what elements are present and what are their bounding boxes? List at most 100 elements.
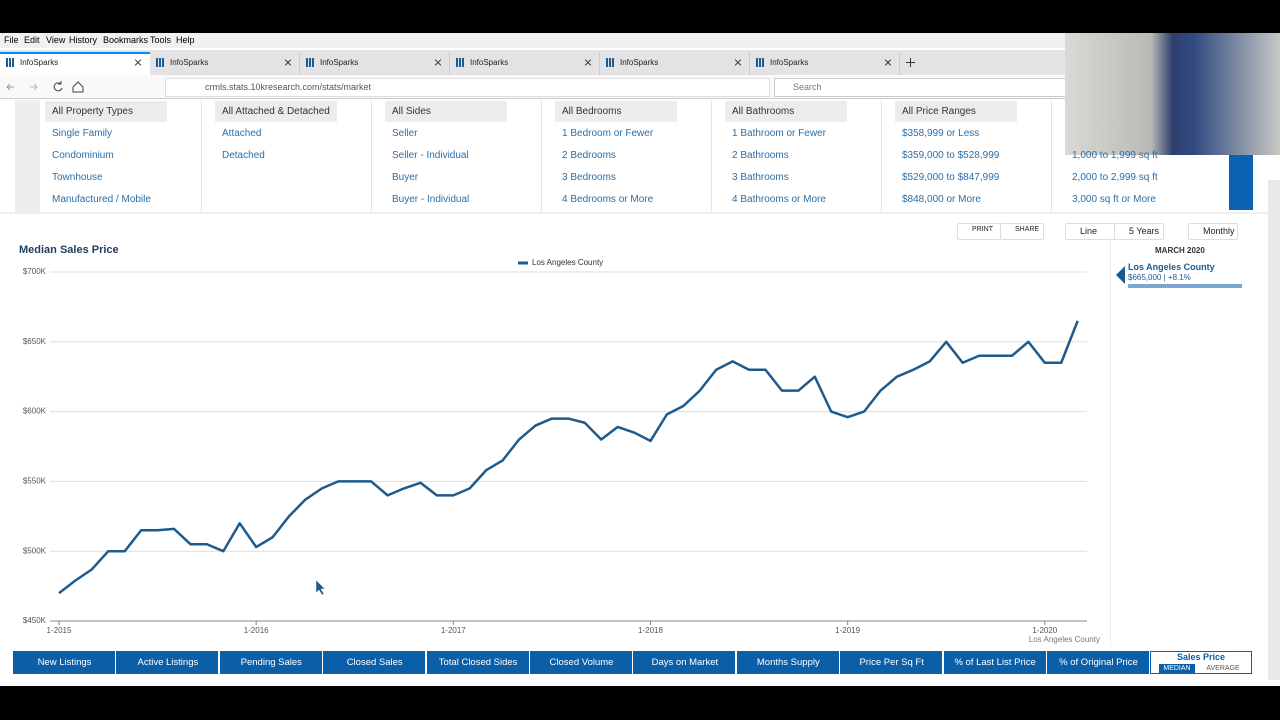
tab[interactable] (0, 52, 150, 75)
filter-option[interactable]: Single Family (52, 128, 113, 139)
filter-option[interactable]: 3,000 sq ft or More (1072, 194, 1156, 205)
detail-name: Los Angeles County (1128, 262, 1215, 272)
metric-tab-label[interactable]: % of Last List Price (954, 657, 1036, 668)
filter-option[interactable]: 2 Bedrooms (562, 150, 616, 161)
filter-option[interactable]: 4 Bedrooms or More (562, 194, 654, 205)
filter-option[interactable]: 3 Bedrooms (562, 172, 616, 183)
metric-tab[interactable] (116, 651, 220, 674)
metric-tab[interactable] (943, 651, 1047, 674)
metric-tab-label[interactable]: Closed Sales (346, 657, 403, 668)
tab[interactable] (600, 52, 750, 75)
filter-option[interactable]: 3 Bathrooms (732, 172, 789, 183)
nav-icons (6, 81, 84, 93)
range-dropdown-box[interactable] (1114, 223, 1164, 240)
filter-option[interactable]: Seller (392, 128, 418, 139)
option-average[interactable]: AVERAGE (1206, 665, 1240, 672)
metric-tab[interactable] (426, 651, 530, 674)
menu-item[interactable]: Help (176, 35, 195, 45)
menu-item[interactable]: Edit (24, 35, 40, 45)
search-placeholder[interactable]: Search (793, 82, 822, 92)
menu-item[interactable]: Bookmarks (103, 35, 149, 45)
metric-tab-label[interactable]: Months Supply (756, 657, 820, 668)
url-text[interactable]: crmls.stats.10kresearch.com/stats/market (205, 82, 372, 92)
interval-dropdown[interactable]: Monthly (1203, 226, 1235, 236)
url-field[interactable] (165, 78, 770, 97)
range-dropdown[interactable]: 5 Years (1129, 226, 1160, 236)
filter-option[interactable]: $359,000 to $528,999 (902, 150, 1000, 161)
tab[interactable] (300, 52, 450, 75)
metric-tab-label[interactable]: Closed Volume (549, 657, 614, 668)
metric-tab-label[interactable]: Total Closed Sides (438, 657, 518, 668)
filter-option[interactable]: 1 Bedroom or Fewer (562, 128, 654, 139)
filter-header[interactable]: All Attached & Detached (222, 106, 330, 117)
filter-option[interactable]: $529,000 to $847,999 (902, 172, 1000, 183)
x-axis-note: Los Angeles County (1029, 635, 1100, 644)
tab-title: InfoSparks (770, 58, 809, 67)
tab[interactable] (450, 52, 600, 75)
filter-divider (201, 100, 202, 212)
metric-tab[interactable] (633, 651, 737, 674)
filter-option[interactable]: Detached (222, 150, 265, 161)
metric-tab-label[interactable]: % of Original Price (1059, 657, 1138, 668)
filter-option[interactable]: Buyer (392, 172, 419, 183)
share-button-box[interactable] (1000, 223, 1044, 240)
scrollbar (1268, 180, 1280, 680)
detail-marker (1116, 266, 1125, 284)
filter-right-block (1229, 155, 1253, 210)
filter-option[interactable]: 1,000 to 1,999 sq ft (1072, 150, 1158, 161)
filter-option[interactable]: Condominium (52, 150, 114, 161)
webcam-overlay (1065, 33, 1280, 155)
metric-tab[interactable] (1047, 651, 1150, 674)
filter-option[interactable]: 4 Bathrooms or More (732, 194, 826, 205)
metric-tab-label[interactable]: New Listings (37, 657, 92, 668)
tab-icon (6, 58, 14, 67)
filter-option[interactable]: $358,999 or Less (902, 128, 980, 139)
metric-tab[interactable] (13, 651, 116, 674)
x-tick-label: 1-2019 (835, 626, 860, 635)
y-tick-label: $600K (23, 407, 47, 416)
chart-type-dropdown[interactable]: Line (1080, 226, 1098, 236)
menu-item[interactable]: View (46, 35, 66, 45)
filter-option[interactable]: Attached (222, 128, 262, 139)
chart: Median Sales Price $450K $500K $550K $600K $6… (19, 244, 1100, 644)
metric-tab-label[interactable]: Days on Market (651, 657, 719, 668)
filter-option[interactable]: Townhouse (52, 172, 103, 183)
menu-item[interactable]: History (69, 35, 98, 45)
tab[interactable] (750, 52, 900, 75)
interval-dropdown-box[interactable] (1188, 223, 1238, 240)
filter-divider (881, 100, 882, 212)
cursor (315, 579, 326, 596)
metric-tab[interactable] (840, 651, 944, 674)
filter-option[interactable]: 1 Bathroom or Fewer (732, 128, 826, 139)
share-button[interactable]: SHARE (1015, 226, 1040, 233)
filter-header[interactable]: All Bathrooms (732, 106, 795, 117)
forward-icon[interactable] (30, 83, 38, 91)
metric-tab-label[interactable]: Active Listings (137, 657, 199, 668)
metric-tab[interactable] (530, 651, 633, 674)
filter-option[interactable]: Seller - Individual (392, 150, 469, 161)
filter-option[interactable]: Buyer - Individual (392, 194, 470, 205)
home-icon[interactable] (72, 81, 84, 93)
reload-icon[interactable] (53, 81, 63, 92)
menu-item[interactable]: File (4, 35, 19, 45)
filter-header[interactable]: All Bedrooms (562, 106, 622, 117)
metric-tab[interactable] (323, 651, 427, 674)
y-tick-label: $450K (23, 616, 47, 625)
filter-option[interactable]: $848,000 or More (902, 194, 981, 205)
new-tab[interactable] (910, 58, 911, 67)
filter-header[interactable]: All Sides (392, 106, 431, 117)
print-button[interactable]: PRINT (972, 226, 993, 233)
tab[interactable] (150, 52, 300, 75)
menu-item[interactable]: Tools (150, 35, 172, 45)
filter-option[interactable]: 2 Bathrooms (732, 150, 789, 161)
metric-tab[interactable] (736, 651, 840, 674)
filter-option[interactable]: 2,000 to 2,999 sq ft (1072, 172, 1158, 183)
option-median[interactable]: MEDIAN (1159, 664, 1195, 673)
metric-tab-label[interactable]: Pending Sales (240, 657, 302, 668)
metric-tab[interactable] (219, 651, 323, 674)
filter-header[interactable]: All Price Ranges (902, 106, 976, 117)
filter-option[interactable]: Manufactured / Mobile (52, 194, 151, 205)
back-icon[interactable] (6, 83, 14, 91)
filter-header[interactable]: All Property Types (52, 106, 133, 117)
metric-tab-label[interactable]: Price Per Sq Ft (859, 657, 924, 668)
